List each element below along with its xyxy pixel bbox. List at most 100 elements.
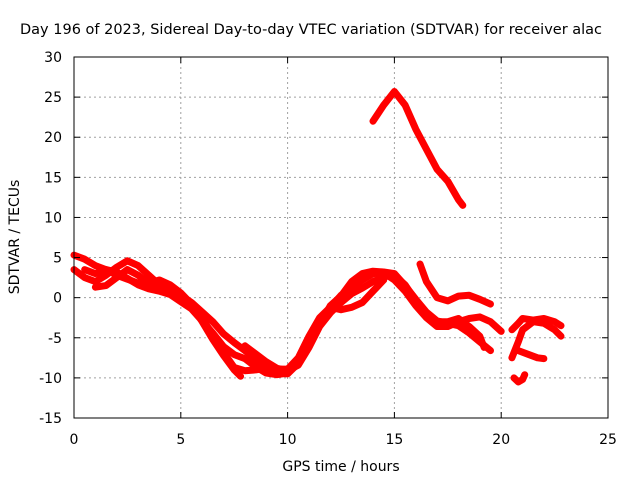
data-point (92, 270, 99, 277)
data-point (521, 371, 528, 378)
chart-title: Day 196 of 2023, Sidereal Day-to-day VTE… (20, 22, 602, 38)
data-point (241, 342, 248, 349)
x-tick-label: 0 (70, 432, 79, 448)
data-point (444, 318, 451, 325)
data-point (540, 355, 547, 362)
data-point (423, 310, 430, 317)
y-tick-label: 25 (44, 90, 62, 106)
data-point (558, 322, 565, 329)
x-tick-label: 25 (599, 432, 617, 448)
y-tick-label: 10 (44, 210, 62, 226)
y-tick-label: -10 (39, 371, 62, 387)
data-point (177, 298, 184, 305)
data-point (359, 270, 366, 277)
data-point (237, 373, 244, 380)
data-point (103, 266, 110, 273)
data-point (252, 350, 259, 357)
data-point (92, 278, 99, 285)
data-point (523, 350, 530, 357)
data-point (348, 278, 355, 285)
data-point (423, 278, 430, 285)
y-tick-label: 0 (53, 291, 62, 307)
data-point (359, 277, 366, 284)
data-point (487, 347, 494, 354)
data-point (348, 304, 355, 311)
data-point (476, 296, 483, 303)
series-track-7 (416, 260, 494, 308)
data-point (370, 268, 377, 275)
data-point (402, 281, 409, 288)
data-point (487, 301, 494, 308)
data-point (209, 318, 216, 325)
data-point (92, 284, 99, 291)
data-point (241, 355, 248, 362)
data-point (370, 278, 377, 285)
data-point (284, 367, 291, 374)
data-point (81, 256, 88, 263)
data-point (459, 202, 466, 209)
data-point (273, 371, 280, 378)
data-point (209, 336, 216, 343)
data-point (199, 318, 206, 325)
data-point (391, 88, 398, 95)
data-point (508, 326, 515, 333)
data-point (519, 315, 526, 322)
data-point (135, 272, 142, 279)
data-point (402, 102, 409, 109)
data-point (515, 320, 522, 327)
plot-frame (73, 56, 609, 419)
data-point (145, 272, 152, 279)
data-point (498, 328, 505, 335)
axis-ticks: 0 5 10 15 20 25 -15 -10 -5 0 5 10 15 20 25 30 (39, 50, 617, 448)
data-point (124, 257, 131, 264)
data-point (466, 323, 473, 330)
data-point (81, 274, 88, 281)
data-point (263, 370, 270, 377)
data-point (515, 378, 522, 385)
data-point (92, 262, 99, 269)
data-point (476, 313, 483, 320)
y-tick-label: -5 (48, 331, 62, 347)
data-layer (70, 88, 565, 386)
data-point (455, 315, 462, 322)
y-tick-label: 30 (44, 50, 62, 66)
data-point (295, 362, 302, 369)
data-point (558, 333, 565, 340)
x-tick-label: 15 (385, 432, 403, 448)
series-band (369, 88, 467, 209)
y-tick-label: 5 (53, 251, 62, 267)
data-point (305, 344, 312, 351)
data-point (316, 323, 323, 330)
data-point (511, 374, 518, 381)
x-tick-label: 10 (279, 432, 297, 448)
y-tick-label: 20 (44, 130, 62, 146)
data-point (252, 363, 259, 370)
data-point (551, 326, 558, 333)
data-point (327, 309, 334, 316)
data-point (434, 318, 441, 325)
data-point (380, 273, 387, 280)
series-track-11 (510, 371, 529, 386)
data-point (515, 338, 522, 345)
data-point (231, 351, 238, 358)
data-point (167, 291, 174, 298)
data-point (177, 289, 184, 296)
data-point (370, 288, 377, 295)
data-point (455, 196, 462, 203)
y-tick-label: 15 (44, 170, 62, 186)
x-tick-label: 5 (176, 432, 185, 448)
data-point (466, 292, 473, 299)
data-point (348, 290, 355, 297)
data-point (145, 280, 152, 287)
series-track-4 (91, 266, 245, 380)
series-track-9 (508, 318, 565, 362)
data-point (103, 282, 110, 289)
data-point (434, 166, 441, 173)
data-point (476, 333, 483, 340)
data-point (263, 358, 270, 365)
data-point (220, 330, 227, 337)
data-point (359, 299, 366, 306)
data-point (113, 274, 120, 281)
data-point (481, 344, 488, 351)
